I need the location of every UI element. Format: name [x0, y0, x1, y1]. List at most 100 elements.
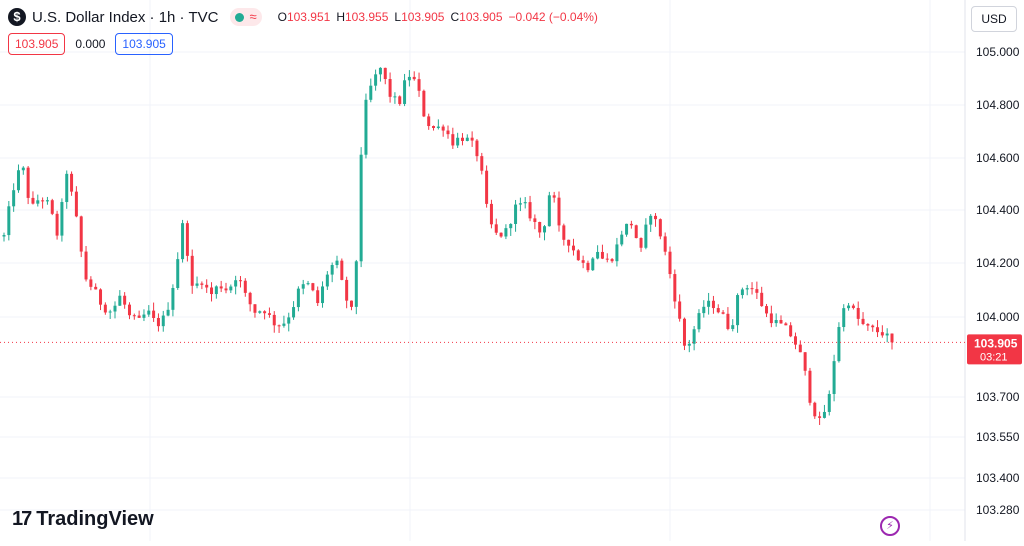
spread-value: 0.000 [75, 37, 106, 51]
candle-body [562, 225, 566, 240]
candle-body [803, 352, 807, 371]
price-axis[interactable]: 105.000 104.800 104.600 104.400 104.200 104.0… [976, 45, 1020, 517]
candle-body [210, 287, 214, 295]
sell-price-button[interactable]: 103.905 [8, 33, 66, 55]
candle-body [325, 274, 329, 287]
candle-body [16, 170, 20, 191]
candle-body [649, 215, 653, 225]
candle-body [446, 130, 450, 135]
candle-body [407, 76, 411, 81]
candle-body [123, 295, 127, 305]
candle-body [205, 284, 209, 288]
symbol-title[interactable]: U.S. Dollar Index · 1h · TVC [32, 8, 219, 26]
candle-body [813, 402, 817, 417]
candle-body [26, 167, 30, 198]
candle-body [388, 79, 392, 97]
high-label: H [336, 10, 345, 24]
candle-body [567, 239, 571, 246]
candle-body [702, 306, 706, 314]
candle-body [12, 190, 16, 207]
candle-body [403, 80, 407, 104]
candle-body [654, 215, 658, 220]
candle-body [668, 251, 672, 275]
bar-countdown-label: 03:21 [980, 351, 1008, 363]
candle-body [316, 290, 320, 304]
lightning-icon[interactable]: ⚡ [880, 516, 900, 536]
candle-body [243, 280, 247, 293]
candle-body [41, 200, 45, 202]
buy-price-button[interactable]: 103.905 [115, 33, 173, 55]
candle-body [687, 343, 691, 346]
candle-body [248, 292, 252, 305]
candle-body [789, 325, 793, 337]
candle-body [118, 295, 122, 306]
candles [2, 67, 894, 425]
close-label: C [450, 10, 460, 24]
candle-body [620, 234, 624, 245]
candle-body [509, 224, 513, 229]
tradingview-logo[interactable]: 17 TradingView [12, 508, 154, 531]
candle-body [263, 311, 267, 314]
market-status-pill[interactable]: ≈ [230, 8, 262, 26]
dollar-sign-icon: $ [8, 8, 26, 26]
candle-body [89, 279, 93, 287]
candle-body [514, 204, 518, 225]
candle-body [436, 126, 440, 128]
price-tick-label: 105.000 [976, 45, 1020, 59]
candle-body [822, 411, 826, 418]
candle-body [287, 317, 291, 324]
candle-body [552, 195, 556, 198]
candle-body [711, 300, 715, 309]
candle-body [398, 96, 402, 104]
candle-body [21, 167, 25, 171]
candle-body [103, 304, 107, 313]
candle-body [65, 173, 69, 203]
candle-body [533, 218, 537, 222]
candle-body [634, 225, 638, 239]
candle-body [876, 327, 880, 333]
market-open-dot-icon [235, 12, 245, 22]
candle-body [765, 306, 769, 314]
price-tick-label: 103.280 [976, 503, 1020, 517]
candle-body [84, 251, 88, 280]
candle-body [171, 287, 175, 310]
candle-body [432, 126, 436, 128]
candle-body [267, 313, 271, 315]
candle-body [181, 223, 185, 260]
candle-body [726, 313, 730, 329]
candle-body [470, 137, 474, 141]
last-price-label: 103.905 [974, 336, 1018, 350]
candle-body [296, 288, 300, 308]
candle-body [538, 221, 542, 233]
candle-body [673, 274, 677, 302]
candle-body [359, 154, 363, 262]
grid-lines [0, 0, 965, 541]
candle-body [190, 255, 194, 286]
candle-body [866, 323, 870, 326]
candle-body [798, 344, 802, 353]
candle-body [596, 251, 600, 259]
candle-body [615, 244, 619, 262]
candle-body [880, 332, 884, 336]
candle-body [707, 300, 711, 307]
candle-body [200, 283, 204, 285]
candle-body [678, 301, 682, 319]
candle-body [504, 228, 508, 237]
candle-body [769, 313, 773, 324]
candle-body [330, 265, 334, 275]
candle-body [692, 329, 696, 344]
candle-body [142, 314, 146, 318]
candle-body [808, 370, 812, 403]
candle-body [832, 361, 836, 395]
candle-body [658, 219, 662, 237]
currency-button[interactable]: USD [971, 6, 1017, 32]
candle-body [417, 79, 421, 91]
candle-body [543, 226, 547, 233]
candle-body [605, 258, 609, 260]
candle-body [238, 280, 242, 282]
candle-body [793, 336, 797, 345]
high-value: 103.955 [345, 10, 389, 24]
candle-body [253, 304, 257, 313]
